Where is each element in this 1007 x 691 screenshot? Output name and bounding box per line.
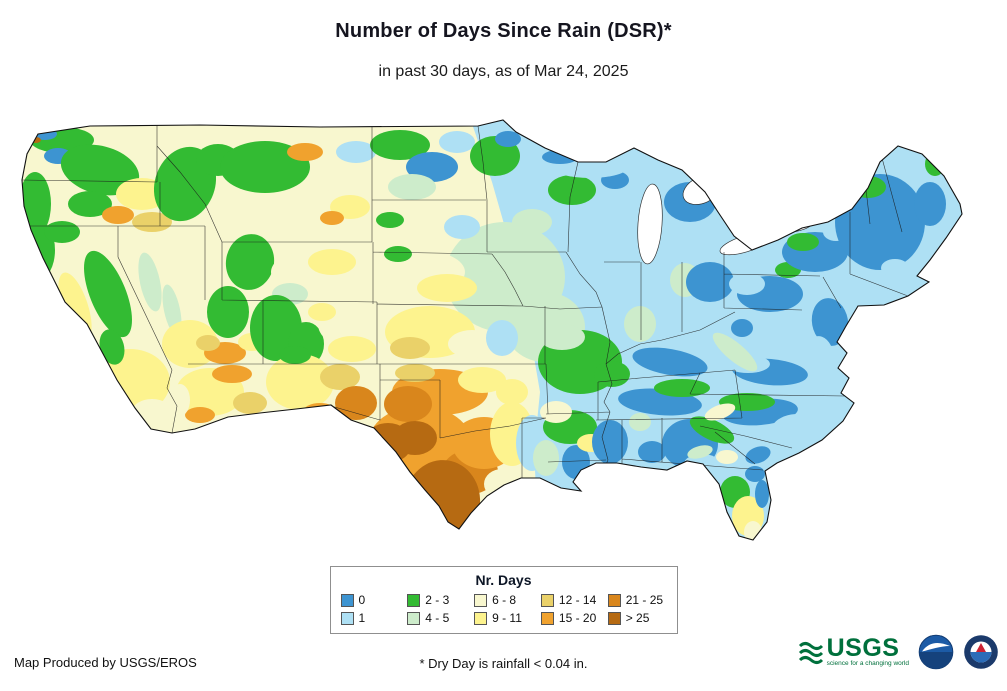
usgs-logo-text: USGS: [826, 633, 900, 662]
legend-title: Nr. Days: [475, 572, 532, 588]
usgs-logo-tagline: science for a changing world: [826, 660, 909, 668]
legend-label: 9 - 11: [492, 611, 522, 625]
legend-label: > 25: [625, 611, 650, 625]
legend-swatch: [407, 593, 421, 607]
credit-text: Map Produced by USGS/EROS: [14, 655, 197, 670]
legend-swatch: [540, 611, 554, 625]
legend-label: 21 - 25: [625, 593, 664, 607]
legend-swatch: [340, 611, 354, 625]
noaa-logo: [918, 634, 954, 670]
legend-swatch: [540, 593, 554, 607]
state-borders: [22, 125, 909, 483]
legend-swatch: [340, 593, 354, 607]
legend-item: 1: [340, 611, 400, 625]
legend-item: 6 - 8: [474, 593, 533, 607]
legend-swatch: [407, 611, 421, 625]
nws-logo: [964, 635, 998, 669]
legend-label: 2 - 3: [425, 593, 450, 607]
legend-item: 15 - 20: [540, 611, 600, 625]
legend-swatch: [474, 611, 488, 625]
legend-label: 15 - 20: [558, 611, 597, 625]
logo-row: USGS science for a changing world: [798, 634, 999, 670]
page-title: Number of Days Since Rain (DSR)*: [335, 20, 672, 42]
legend-label: 4 - 5: [425, 611, 450, 625]
legend-label: 6 - 8: [492, 593, 517, 607]
dsr-regions: [22, 120, 962, 540]
legend-item: 21 - 25: [607, 593, 667, 607]
legend-item: 2 - 3: [407, 593, 466, 607]
page-subtitle: in past 30 days, as of Mar 24, 2025: [378, 63, 629, 80]
legend-swatch: [607, 611, 621, 625]
legend-item: 12 - 14: [540, 593, 600, 607]
legend-swatch: [607, 593, 621, 607]
footnote-text: * Dry Day is rainfall < 0.04 in.: [419, 656, 588, 671]
usgs-logo: USGS science for a changing world: [798, 633, 909, 668]
legend: Nr. Days 0 2 - 3 6 - 8 12 - 14 21 - 25 1 4 - 5…: [329, 566, 678, 634]
legend-item: 9 - 11: [474, 611, 533, 625]
legend-items: 0 2 - 3 6 - 8 12 - 14 21 - 25 1 4 - 5 9 - 11 15 …: [340, 593, 667, 625]
legend-label: 12 - 14: [558, 593, 597, 607]
legend-item: 0: [340, 593, 400, 607]
us-dsr-map: [21, 119, 963, 541]
legend-label: 0: [358, 593, 366, 607]
legend-item: > 25: [607, 611, 667, 625]
usgs-wave-icon: [798, 642, 823, 664]
legend-label: 1: [358, 611, 366, 625]
legend-swatch: [474, 593, 488, 607]
legend-item: 4 - 5: [407, 611, 466, 625]
us-outline: [21, 119, 963, 541]
